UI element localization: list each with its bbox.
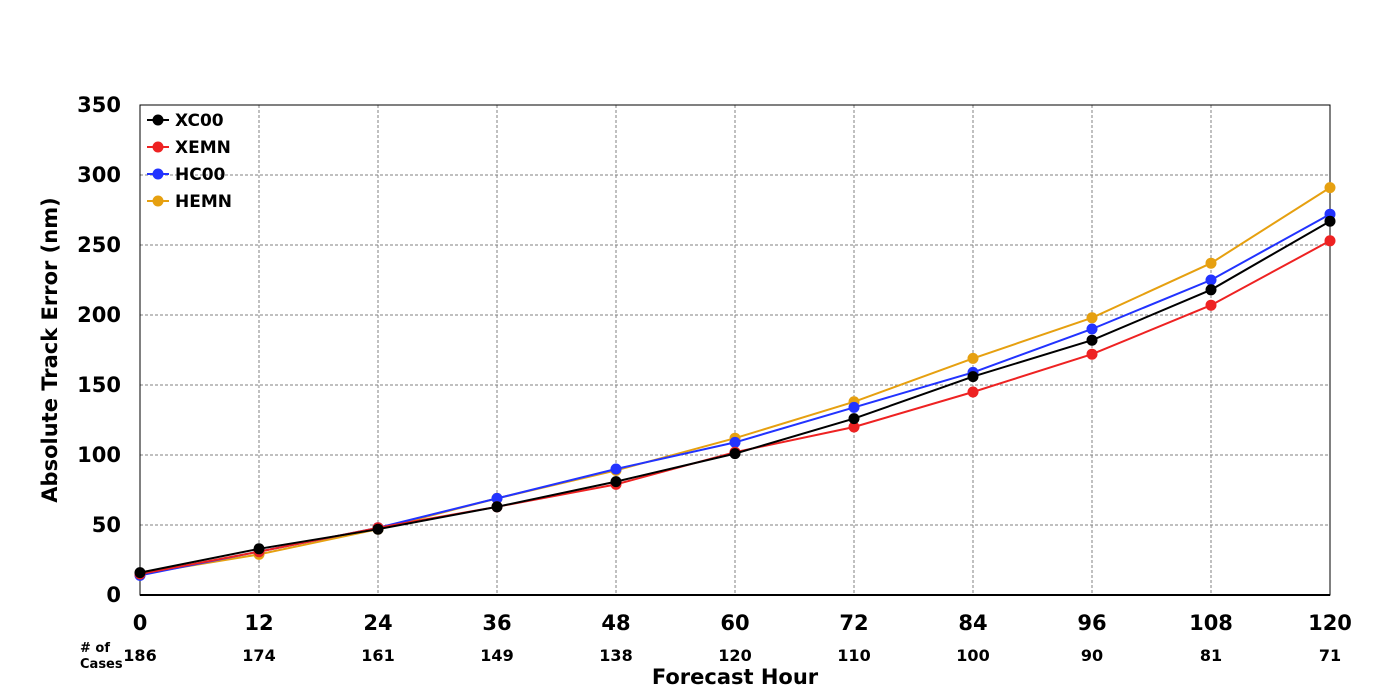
data-point-xc00 [729,448,741,460]
y-axis-title: Absolute Track Error (nm) [38,197,62,502]
legend-label: HEMN [175,192,232,212]
legend-label: XC00 [175,111,224,131]
legend-swatch-marker [152,195,164,207]
data-point-xc00 [253,543,265,555]
case-count: 138 [599,646,632,665]
data-point-xc00 [1086,334,1098,346]
legend-label: HC00 [175,165,226,185]
data-point-xc00 [610,476,622,488]
x-tick-label: 0 [133,611,148,635]
case-count: 174 [242,646,275,665]
y-tick-labels: 0 50 100 150 200 250 300 350 [77,93,121,607]
data-point-xc00 [848,413,860,425]
legend-swatch-marker [152,114,164,126]
data-point-xemn [967,386,979,398]
x-axis-title: Forecast Hour [652,665,819,689]
x-tick-label: 48 [601,611,630,635]
legend-item-xc00: XC00 [147,111,224,131]
legend-item-xemn: XEMN [147,138,231,158]
data-point-xc00 [134,567,146,579]
case-count: 120 [718,646,751,665]
series-layer [134,182,1336,581]
case-count: 100 [956,646,989,665]
y-tick-label: 350 [77,93,121,117]
data-point-hemn [967,352,979,364]
x-tick-label: 84 [958,611,987,635]
x-tick-label: 36 [482,611,511,635]
data-point-xemn [1324,235,1336,247]
y-tick-label: 300 [77,163,121,187]
legend-swatch-marker [152,168,164,180]
case-count: 81 [1200,646,1222,665]
cases-label-line1: # of [80,641,110,656]
x-tick-label: 60 [720,611,749,635]
x-tick-label: 96 [1077,611,1106,635]
data-point-hc00 [729,436,741,448]
data-point-xc00 [967,371,979,383]
cases-row: # of Cases 186 174 161 149 138 120 110 100 90 81 7… [80,641,1341,672]
y-tick-label: 150 [77,373,121,397]
y-tick-label: 100 [77,443,121,467]
x-tick-label: 120 [1308,611,1352,635]
legend: XC00 XEMN HC00 HEMN [147,111,232,212]
y-tick-label: 200 [77,303,121,327]
x-tick-labels: 0 12 24 36 48 60 72 84 96 108 120 [133,611,1352,635]
data-point-xemn [1086,348,1098,360]
y-tick-label: 50 [92,513,121,537]
x-tick-label: 24 [363,611,392,635]
data-point-hc00 [1205,274,1217,286]
x-tick-label: 72 [839,611,868,635]
legend-label: XEMN [175,138,231,158]
legend-item-hc00: HC00 [147,165,226,185]
case-count: 149 [480,646,513,665]
data-point-hc00 [848,401,860,413]
legend-swatch-marker [152,141,164,153]
series-xc00 [134,215,1336,579]
data-point-xc00 [372,523,384,535]
data-point-hc00 [610,463,622,475]
legend-item-hemn: HEMN [147,192,232,212]
y-tick-label: 0 [106,583,121,607]
data-point-xemn [848,421,860,433]
data-point-hc00 [1086,323,1098,335]
case-count: 186 [123,646,156,665]
x-tick-label: 12 [244,611,273,635]
grid-lines [140,105,1330,595]
data-point-hemn [1324,182,1336,194]
data-point-hemn [1205,257,1217,269]
x-tick-label: 108 [1189,611,1233,635]
case-count: 90 [1081,646,1103,665]
case-count: 161 [361,646,394,665]
case-count: 110 [837,646,870,665]
case-count: 71 [1319,646,1341,665]
data-point-hc00 [491,492,503,504]
data-point-hemn [1086,312,1098,324]
data-point-xc00 [1205,284,1217,296]
data-point-xemn [1205,299,1217,311]
y-tick-label: 250 [77,233,121,257]
data-point-xc00 [491,501,503,513]
data-point-xc00 [1324,215,1336,227]
cases-label-line2: Cases [80,657,123,672]
